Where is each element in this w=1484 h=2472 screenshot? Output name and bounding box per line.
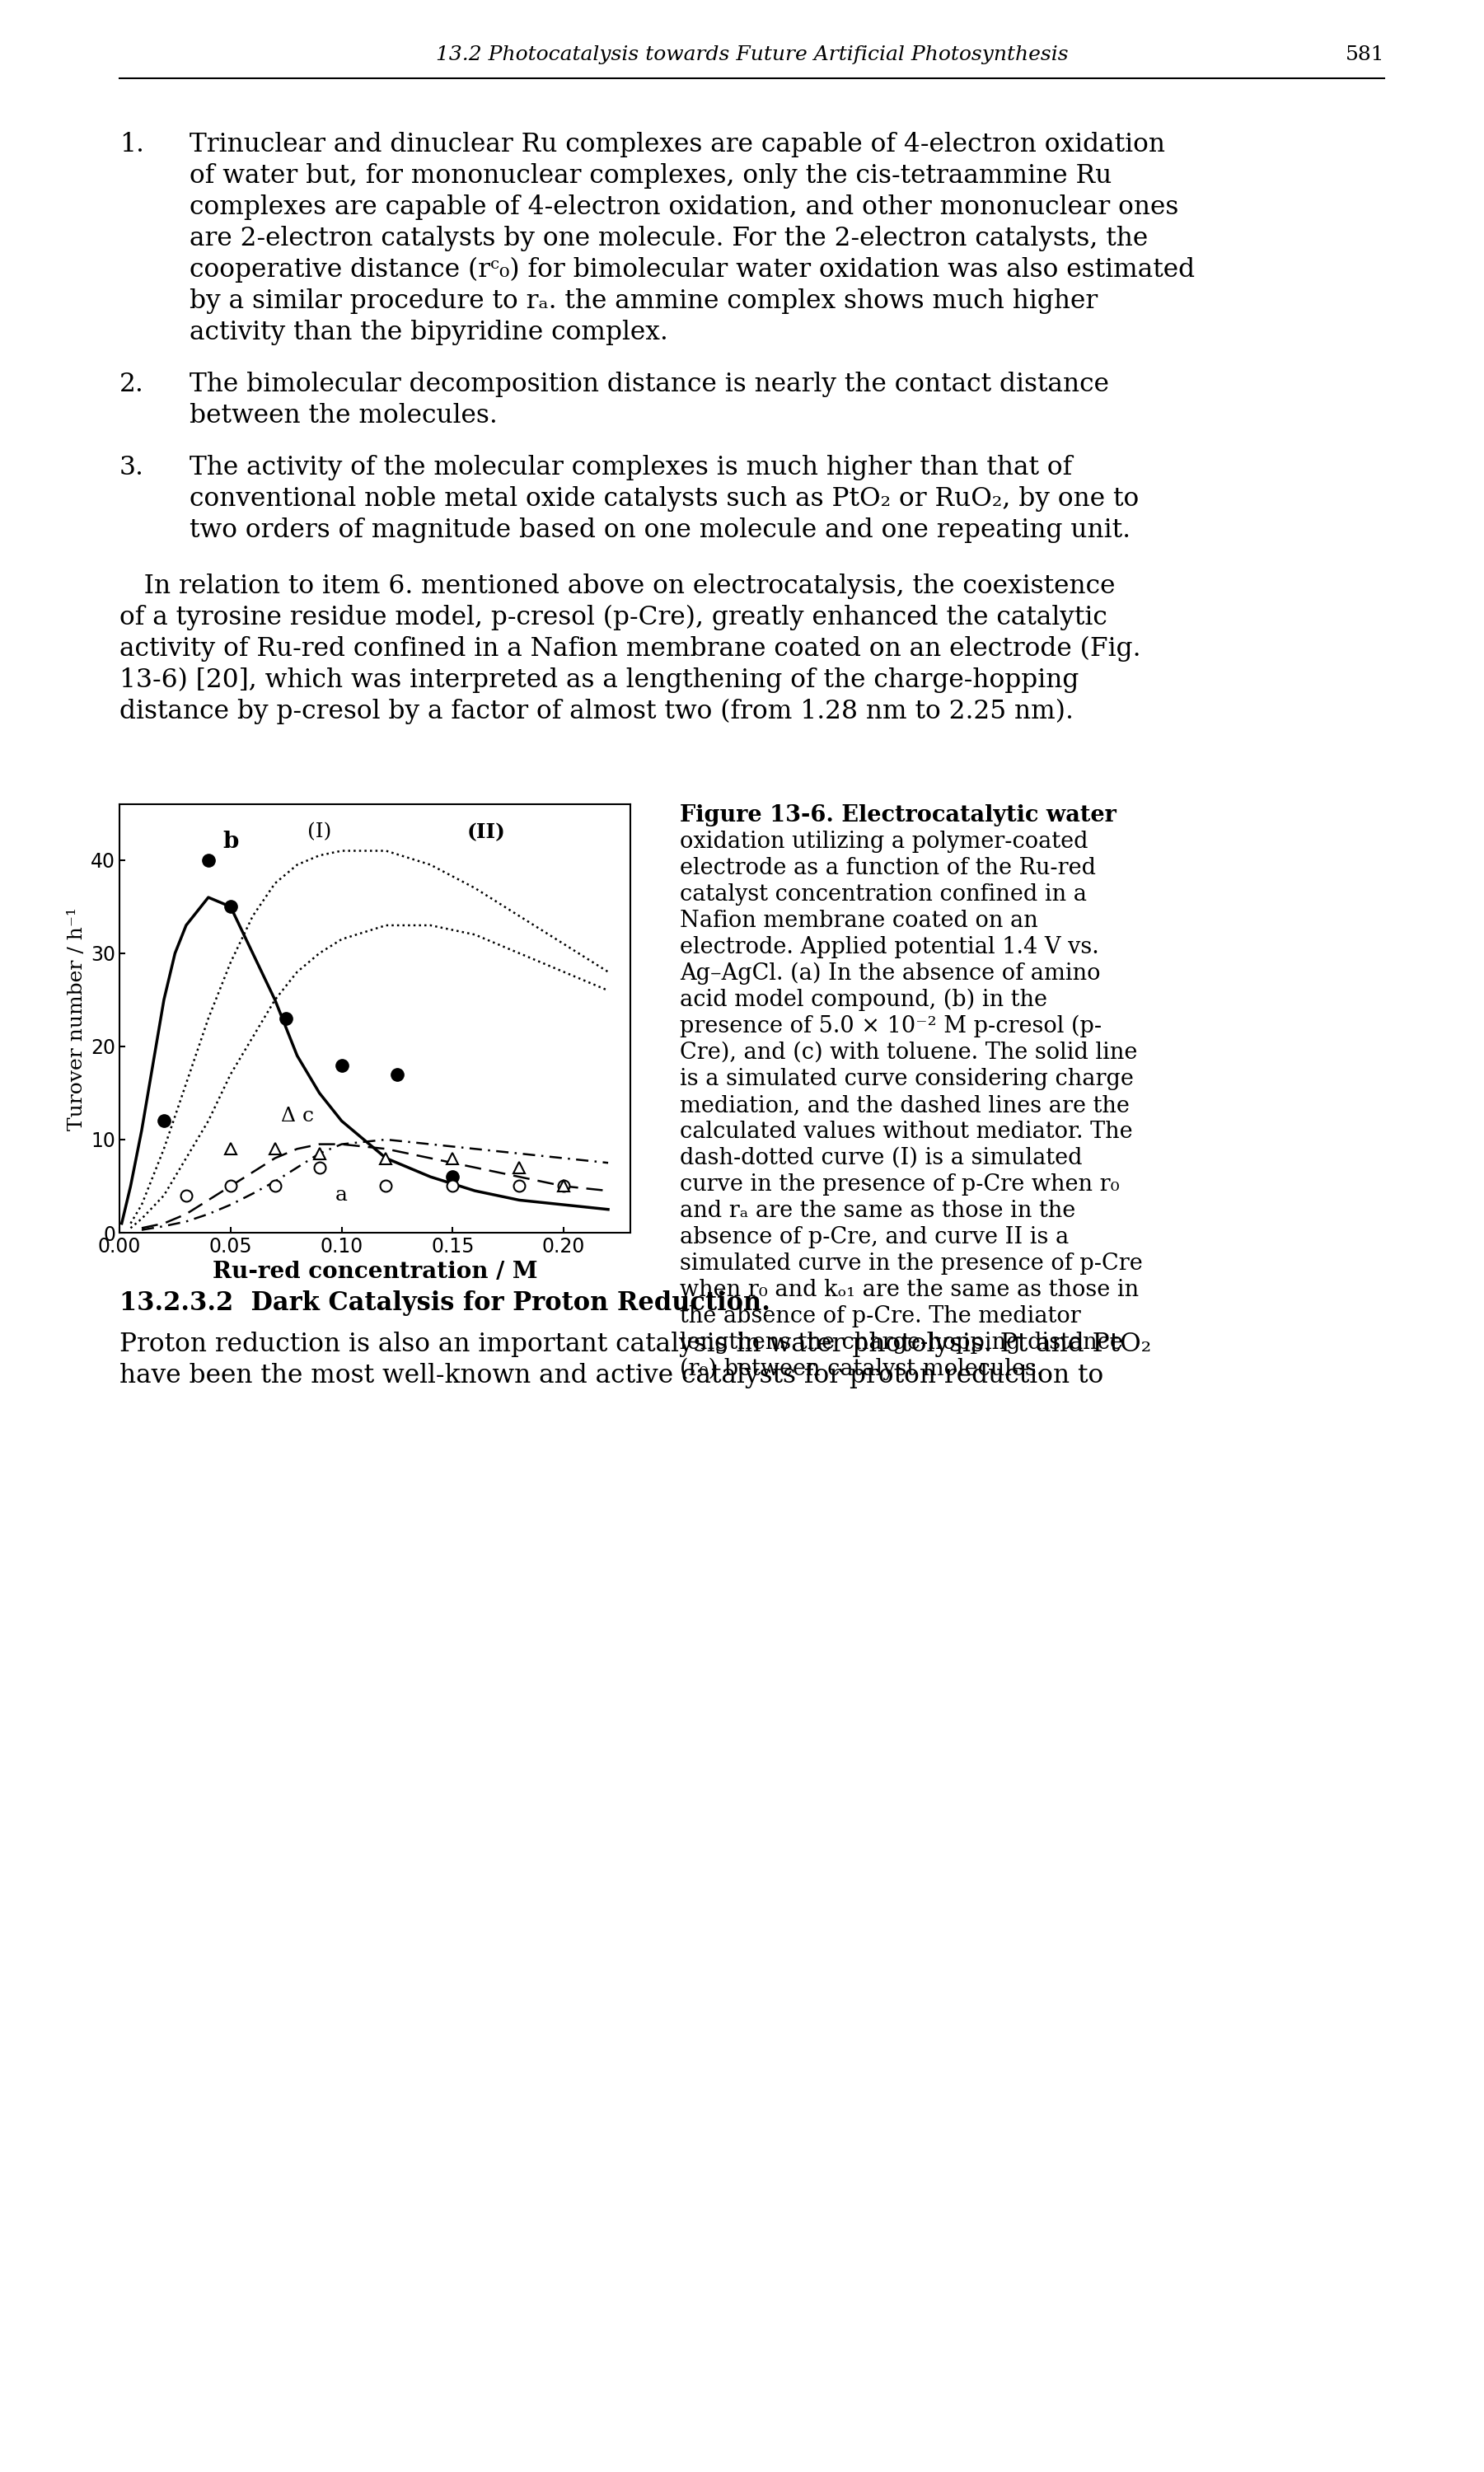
Text: 3.: 3. — [120, 455, 144, 480]
Text: Nafion membrane coated on an: Nafion membrane coated on an — [680, 910, 1037, 932]
Text: (r₀) between catalyst molecules.: (r₀) between catalyst molecules. — [680, 1357, 1043, 1379]
Text: are 2-electron catalysts by one molecule. For the 2-electron catalysts, the: are 2-electron catalysts by one molecule… — [190, 225, 1149, 252]
Text: b: b — [223, 831, 239, 853]
Text: cooperative distance (rᶜ₀) for bimolecular water oxidation was also estimated: cooperative distance (rᶜ₀) for bimolecul… — [190, 257, 1195, 282]
Text: The activity of the molecular complexes is much higher than that of: The activity of the molecular complexes … — [190, 455, 1073, 480]
Text: catalyst concentration confined in a: catalyst concentration confined in a — [680, 883, 1086, 905]
Text: mediation, and the dashed lines are the: mediation, and the dashed lines are the — [680, 1095, 1129, 1117]
Text: of a tyrosine residue model, p-cresol (p-Cre), greatly enhanced the catalytic: of a tyrosine residue model, p-cresol (p… — [120, 606, 1107, 630]
Text: (II): (II) — [466, 823, 505, 843]
Text: the absence of p-Cre. The mediator: the absence of p-Cre. The mediator — [680, 1305, 1080, 1327]
Text: In relation to item 6. mentioned above on electrocatalysis, the coexistence: In relation to item 6. mentioned above o… — [120, 574, 1116, 598]
X-axis label: Ru-red concentration / M: Ru-red concentration / M — [212, 1261, 537, 1283]
Text: curve in the presence of p-Cre when r₀: curve in the presence of p-Cre when r₀ — [680, 1174, 1119, 1196]
Text: activity than the bipyridine complex.: activity than the bipyridine complex. — [190, 319, 668, 346]
Text: 13.2 Photocatalysis towards Future Artificial Photosynthesis: 13.2 Photocatalysis towards Future Artif… — [436, 44, 1068, 64]
Text: Cre), and (c) with toluene. The solid line: Cre), and (c) with toluene. The solid li… — [680, 1041, 1137, 1063]
Text: 13-6) [20], which was interpreted as a lengthening of the charge-hopping: 13-6) [20], which was interpreted as a l… — [120, 667, 1079, 692]
Text: dash-dotted curve (I) is a simulated: dash-dotted curve (I) is a simulated — [680, 1147, 1082, 1169]
Text: (I): (I) — [307, 823, 331, 840]
Text: activity of Ru-red confined in a Nafion membrane coated on an electrode (Fig.: activity of Ru-red confined in a Nafion … — [120, 635, 1141, 662]
Text: have been the most well-known and active catalysts for proton reduction to: have been the most well-known and active… — [120, 1362, 1104, 1389]
Text: distance by p-cresol by a factor of almost two (from 1.28 nm to 2.25 nm).: distance by p-cresol by a factor of almo… — [120, 700, 1073, 724]
Text: The bimolecular decomposition distance is nearly the contact distance: The bimolecular decomposition distance i… — [190, 371, 1109, 398]
Text: acid model compound, (b) in the: acid model compound, (b) in the — [680, 989, 1048, 1011]
Text: absence of p-Cre, and curve II is a: absence of p-Cre, and curve II is a — [680, 1226, 1068, 1248]
Text: 581: 581 — [1345, 44, 1385, 64]
Text: lengthens the charge-hopping distance: lengthens the charge-hopping distance — [680, 1332, 1123, 1355]
Text: Δ c: Δ c — [280, 1107, 313, 1125]
Text: of water but, for mononuclear complexes, only the cis-tetraammine Ru: of water but, for mononuclear complexes,… — [190, 163, 1112, 188]
Text: Ag–AgCl. (a) In the absence of amino: Ag–AgCl. (a) In the absence of amino — [680, 962, 1101, 984]
Text: is a simulated curve considering charge: is a simulated curve considering charge — [680, 1068, 1134, 1090]
Text: and rₐ are the same as those in the: and rₐ are the same as those in the — [680, 1199, 1076, 1221]
Y-axis label: Turover number / h⁻¹: Turover number / h⁻¹ — [67, 907, 86, 1130]
Text: Trinuclear and dinuclear Ru complexes are capable of 4-electron oxidation: Trinuclear and dinuclear Ru complexes ar… — [190, 131, 1165, 158]
Text: between the molecules.: between the molecules. — [190, 403, 497, 428]
Text: conventional noble metal oxide catalysts such as PtO₂ or RuO₂, by one to: conventional noble metal oxide catalysts… — [190, 487, 1138, 512]
Text: electrode. Applied potential 1.4 V vs.: electrode. Applied potential 1.4 V vs. — [680, 937, 1100, 959]
Text: a: a — [335, 1187, 347, 1204]
Text: complexes are capable of 4-electron oxidation, and other mononuclear ones: complexes are capable of 4-electron oxid… — [190, 195, 1178, 220]
Text: 2.: 2. — [120, 371, 144, 398]
Text: by a similar procedure to rₐ. the ammine complex shows much higher: by a similar procedure to rₐ. the ammine… — [190, 289, 1098, 314]
Text: 13.2.3.2  Dark Catalysis for Proton Reduction.: 13.2.3.2 Dark Catalysis for Proton Reduc… — [120, 1290, 770, 1315]
Text: electrode as a function of the Ru-red: electrode as a function of the Ru-red — [680, 858, 1095, 880]
Text: presence of 5.0 × 10⁻² M p-cresol (p-: presence of 5.0 × 10⁻² M p-cresol (p- — [680, 1016, 1101, 1038]
Text: two orders of magnitude based on one molecule and one repeating unit.: two orders of magnitude based on one mol… — [190, 517, 1131, 544]
Text: when r₀ and kₒ₁ are the same as those in: when r₀ and kₒ₁ are the same as those in — [680, 1278, 1138, 1300]
Text: Figure 13-6. Electrocatalytic water: Figure 13-6. Electrocatalytic water — [680, 803, 1116, 826]
Text: oxidation utilizing a polymer-coated: oxidation utilizing a polymer-coated — [680, 831, 1088, 853]
Text: 1.: 1. — [120, 131, 144, 158]
Text: Proton reduction is also an important catalysis in water photolysis. Pt and PtO₂: Proton reduction is also an important ca… — [120, 1332, 1152, 1357]
Text: simulated curve in the presence of p-Cre: simulated curve in the presence of p-Cre — [680, 1253, 1143, 1276]
Text: calculated values without mediator. The: calculated values without mediator. The — [680, 1120, 1132, 1142]
